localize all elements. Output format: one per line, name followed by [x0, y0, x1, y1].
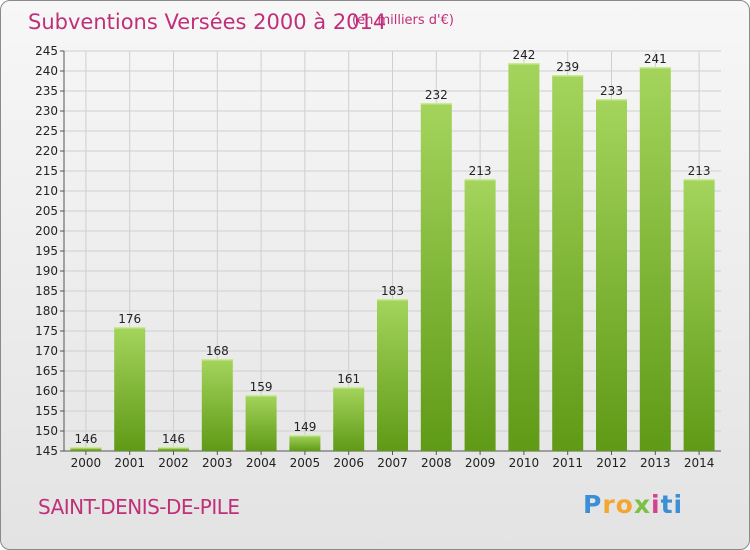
bar-value-label: 159	[250, 380, 273, 394]
logo-part: ti	[660, 490, 684, 519]
logo-part: P	[583, 490, 603, 519]
bar	[245, 395, 277, 451]
y-tick-label: 195	[35, 244, 58, 258]
bar-highlight	[596, 99, 627, 101]
x-tick-label: 2013	[640, 456, 671, 470]
y-tick-label: 200	[35, 224, 58, 238]
bar-highlight	[114, 327, 146, 329]
bar	[333, 387, 365, 451]
y-tick-label: 160	[35, 384, 58, 398]
y-tick-label: 150	[35, 424, 58, 438]
bar-highlight	[552, 75, 584, 77]
bar-highlight	[683, 179, 715, 181]
bar	[420, 103, 452, 451]
bar-highlight	[420, 103, 452, 105]
bar-highlight	[464, 179, 496, 181]
bar-highlight	[245, 395, 277, 397]
bar	[508, 63, 540, 451]
logo-part: i	[650, 490, 661, 519]
proxiti-logo: Proxiti	[583, 490, 683, 519]
y-tick-label: 185	[35, 284, 58, 298]
bar-value-label: 213	[688, 164, 711, 178]
bar-value-label: 146	[74, 432, 97, 446]
bar-value-label: 161	[337, 372, 360, 386]
chart-subtitle: (en milliers d'€)	[352, 13, 454, 28]
bar	[639, 67, 671, 451]
bar-value-label: 176	[118, 312, 141, 326]
x-tick-label: 2011	[552, 456, 583, 470]
x-tick-label: 2010	[509, 456, 540, 470]
bar	[289, 435, 321, 451]
bar-value-label: 232	[425, 88, 448, 102]
bar	[464, 179, 496, 451]
bar-highlight	[333, 387, 365, 389]
x-tick-label: 2014	[684, 456, 715, 470]
x-tick-label: 2003	[202, 456, 233, 470]
bar	[201, 359, 233, 451]
y-tick-label: 180	[35, 304, 58, 318]
bar-highlight	[289, 435, 321, 437]
y-tick-label: 220	[35, 144, 58, 158]
y-tick-label: 245	[35, 44, 58, 58]
bar-value-label: 233	[600, 84, 623, 98]
bars	[70, 63, 715, 451]
y-tick-label: 215	[35, 164, 58, 178]
y-tick-label: 240	[35, 64, 58, 78]
y-tick-label: 225	[35, 124, 58, 138]
bar-value-label: 183	[381, 284, 404, 298]
bar-highlight	[377, 299, 408, 301]
bar-value-label: 241	[644, 52, 667, 66]
commune-name: SAINT-DENIS-DE-PILE	[38, 495, 240, 519]
bar-value-label: 149	[293, 420, 316, 434]
x-tick-label: 2008	[421, 456, 452, 470]
x-tick-label: 2006	[333, 456, 364, 470]
bar	[377, 299, 408, 451]
bar-value-label: 146	[162, 432, 185, 446]
labels: 145 150 155 160 165 170 175 180 185 190 195 200 205 2…	[35, 44, 714, 470]
bar	[596, 99, 627, 451]
chart-title: Subventions Versées 2000 à 2014	[28, 10, 387, 34]
y-tick-label: 165	[35, 364, 58, 378]
y-tick-label: 155	[35, 404, 58, 418]
x-tick-label: 2002	[158, 456, 189, 470]
logo-part: ro	[602, 490, 634, 519]
y-tick-label: 190	[35, 264, 58, 278]
y-tick-label: 235	[35, 84, 58, 98]
bar-value-label: 239	[556, 60, 579, 74]
bar-highlight	[201, 359, 233, 361]
y-tick-label: 145	[35, 444, 58, 458]
x-tick-label: 2007	[377, 456, 408, 470]
bar-highlight	[639, 67, 671, 69]
x-tick-label: 2005	[290, 456, 321, 470]
x-tick-label: 2009	[465, 456, 496, 470]
bar-highlight	[158, 447, 189, 449]
bar	[683, 179, 715, 451]
bar	[70, 447, 102, 451]
logo-part: x	[633, 490, 651, 519]
x-tick-label: 2012	[596, 456, 627, 470]
bar	[114, 327, 146, 451]
bar-value-label: 213	[469, 164, 492, 178]
bar-highlight	[508, 63, 540, 65]
x-tick-label: 2001	[114, 456, 145, 470]
bar-value-label: 168	[206, 344, 229, 358]
y-tick-label: 170	[35, 344, 58, 358]
bar-highlight	[70, 447, 102, 449]
x-tick-label: 2000	[71, 456, 102, 470]
y-tick-label: 210	[35, 184, 58, 198]
bar	[158, 447, 189, 451]
bar-value-label: 242	[512, 48, 535, 62]
y-tick-label: 230	[35, 104, 58, 118]
x-tick-label: 2004	[246, 456, 277, 470]
y-tick-label: 175	[35, 324, 58, 338]
bar	[552, 75, 584, 451]
y-tick-label: 205	[35, 204, 58, 218]
